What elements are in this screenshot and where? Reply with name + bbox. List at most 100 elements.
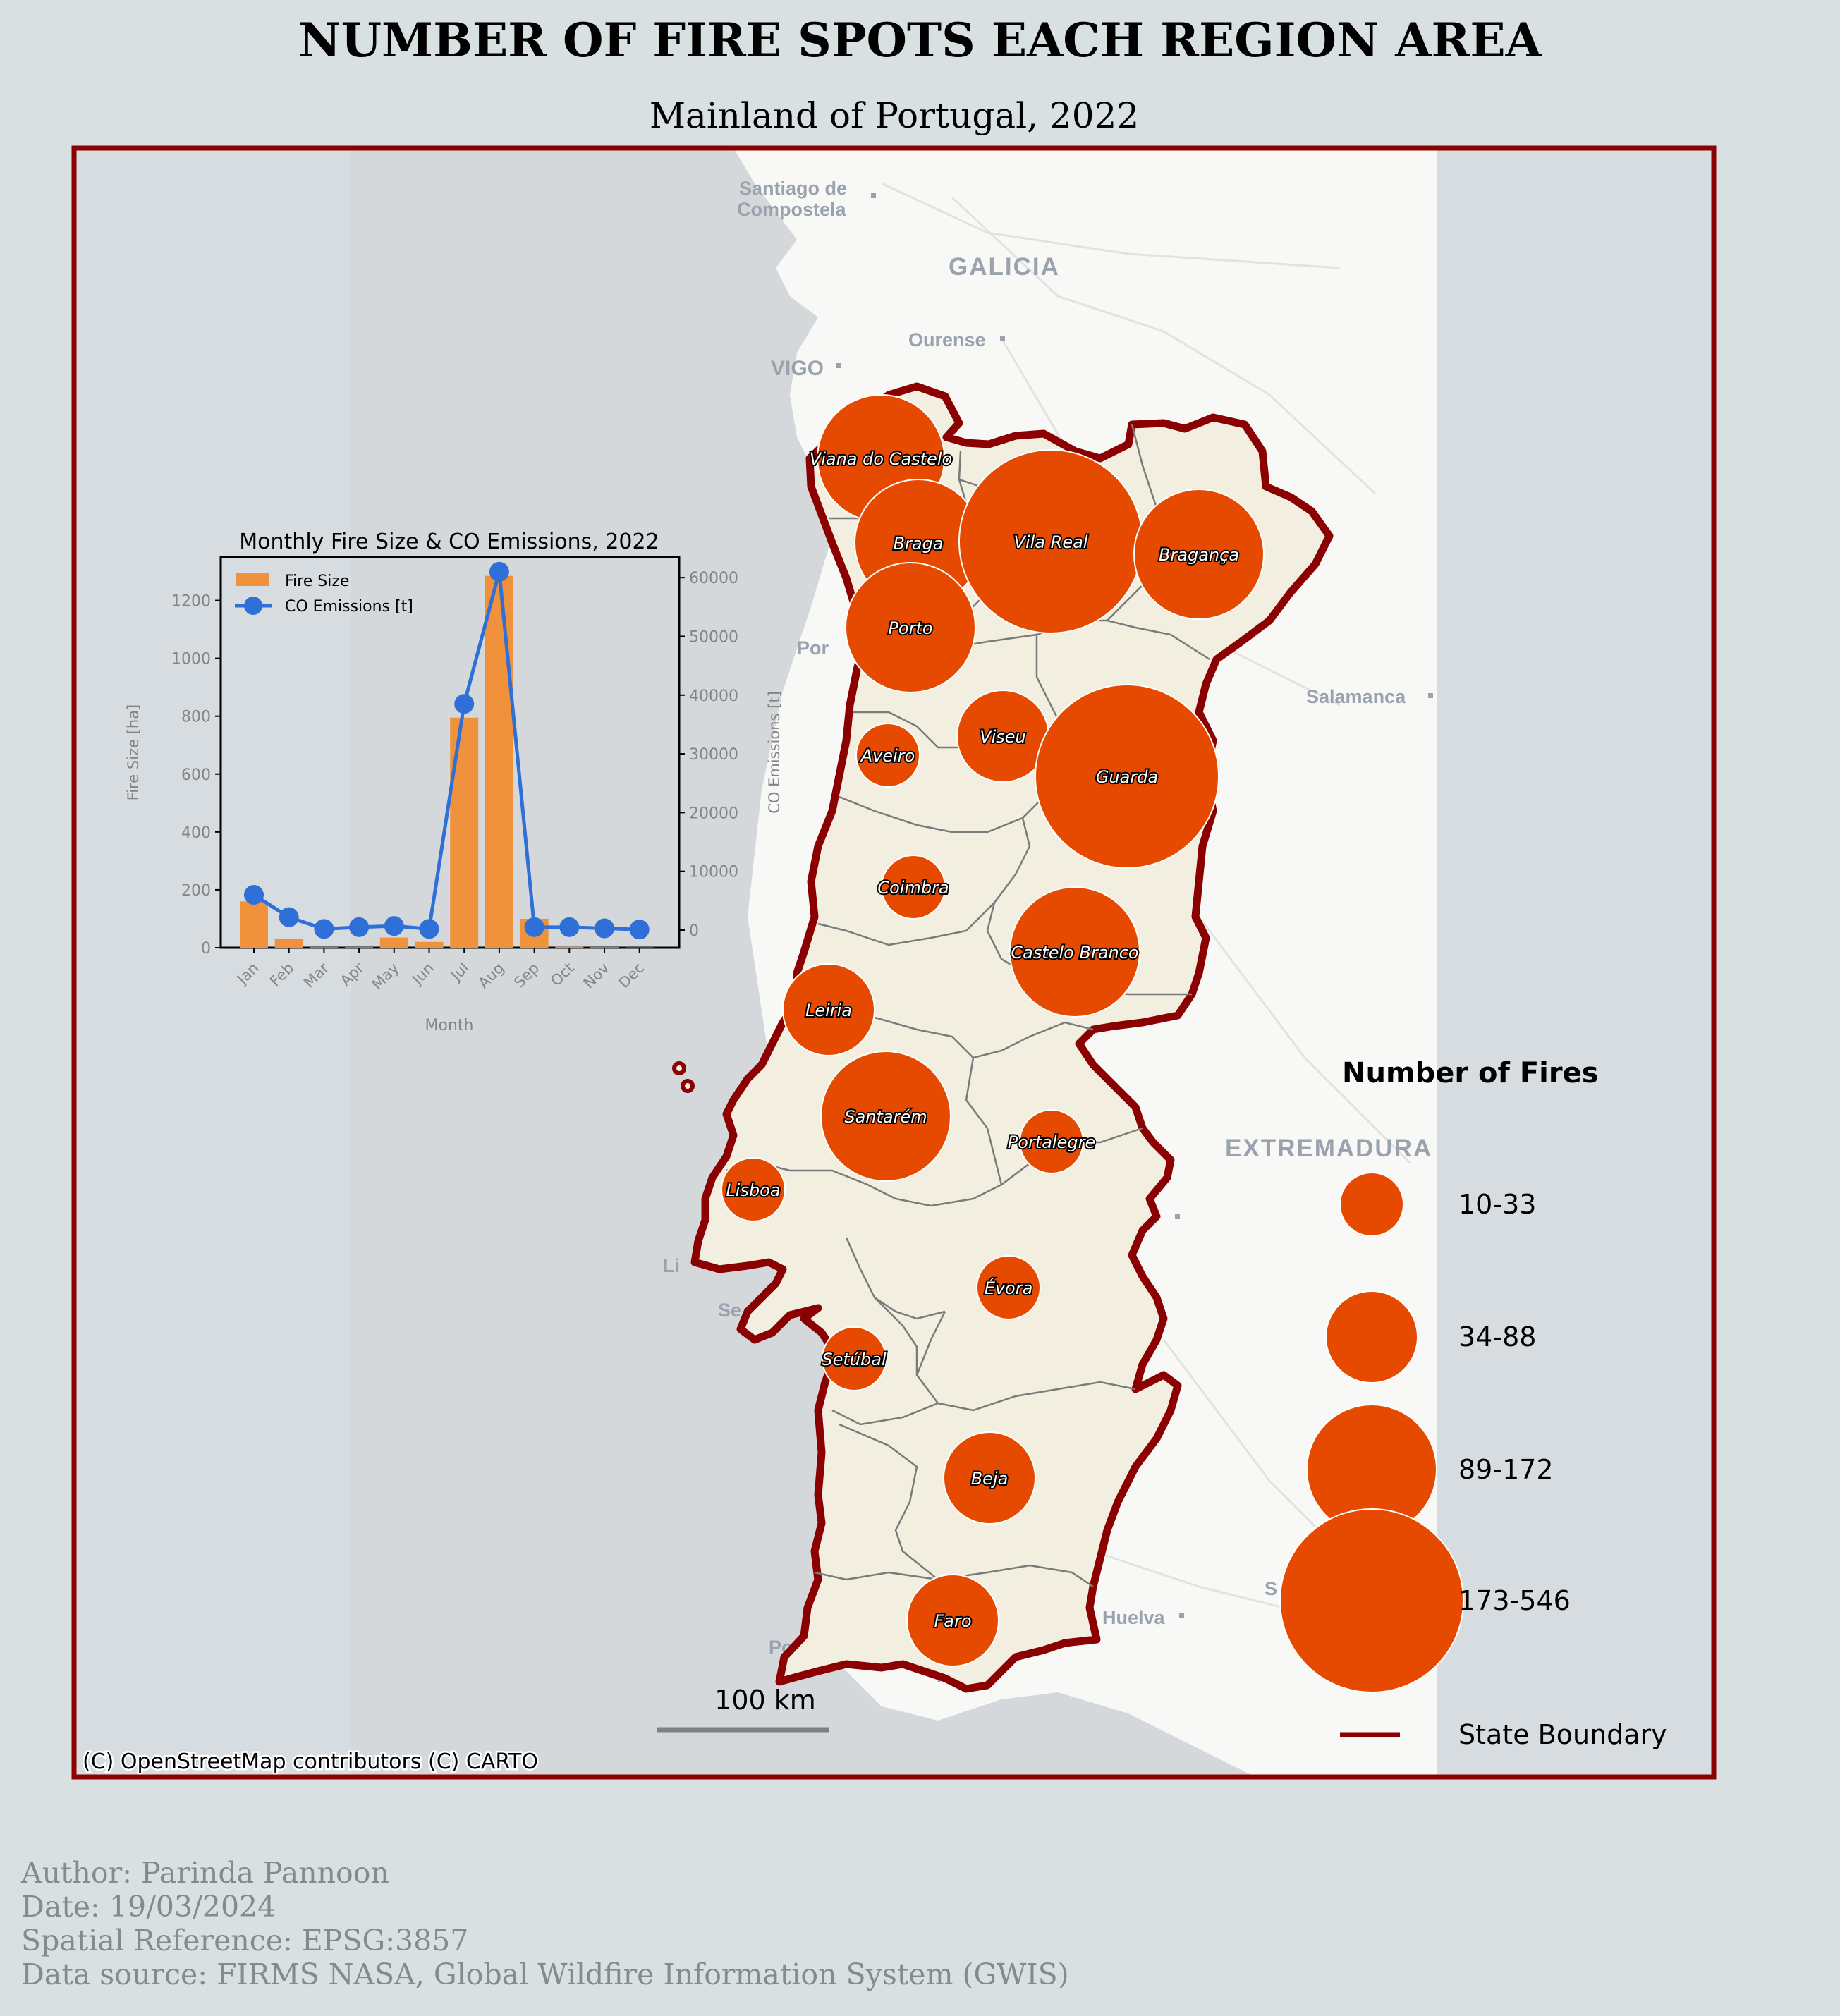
region-bubble-setubal[interactable]: Setúbal — [820, 1326, 888, 1391]
inset-bar-fire-size — [590, 947, 619, 948]
inset-bar-fire-size — [240, 901, 268, 948]
inset-y2-axis-label: CO Emissions [t] — [766, 691, 783, 814]
region-label: Viana do Castelo — [810, 449, 952, 469]
legend-bubble-small — [1339, 1172, 1404, 1237]
region-bubble-guarda[interactable]: Guarda — [1035, 684, 1219, 869]
city-markers — [836, 193, 1433, 1618]
basemap-label: VIGO — [771, 357, 824, 380]
scale-bar-label: 100 km — [714, 1685, 816, 1716]
legend: Number of Fires 10-33 34-88 89-172 173-5… — [1279, 1057, 1667, 1750]
inset-bar-fire-size — [345, 947, 374, 948]
inset-y2-tick-label: 10000 — [689, 864, 738, 881]
inset-line-marker — [629, 920, 650, 940]
inset-line-marker — [384, 916, 404, 936]
region-label: Beja — [971, 1469, 1009, 1489]
figure-title: NUMBER OF FIRE SPOTS EACH REGION AREA — [298, 13, 1542, 68]
fire-map: Santiago de Compostela GALICIA Ourense V… — [71, 145, 1717, 1780]
region-bubble-faro[interactable]: Faro — [906, 1574, 999, 1667]
basemap-label: EXTREMADURA — [1225, 1135, 1432, 1162]
region-bubble-leiria[interactable]: Leiria — [782, 963, 875, 1056]
region-label: Castelo Branco — [1011, 943, 1138, 963]
inset-y-axis-label: Fire Size [ha] — [125, 704, 142, 801]
inset-line-marker — [595, 918, 614, 939]
region-bubble-porto[interactable]: Porto — [845, 562, 976, 693]
legend-label: 10-33 — [1458, 1189, 1536, 1220]
inset-y2-tick-label: 40000 — [689, 688, 738, 705]
inset-y-tick-label: 0 — [201, 940, 211, 958]
region-bubble-lisboa[interactable]: Lisboa — [721, 1157, 786, 1222]
inset-x-axis-label: Month — [425, 1017, 474, 1034]
basemap-label: Compostela — [737, 199, 847, 220]
region-bubble-coimbra[interactable]: Coimbra — [876, 855, 951, 920]
footer-author: Author: Parinda Pannoon — [21, 1856, 389, 1890]
region-label: Porto — [888, 618, 932, 638]
inset-y-tick-label: 200 — [181, 882, 211, 900]
inset-line-marker — [489, 561, 509, 582]
legend-item: 34-88 — [1325, 1290, 1536, 1383]
inset-line-marker — [419, 919, 439, 939]
region-label: Portalegre — [1008, 1132, 1095, 1152]
legend-label: 89-172 — [1458, 1454, 1554, 1485]
footer-date: Date: 19/03/2024 — [21, 1890, 276, 1924]
inset-line-marker — [314, 919, 334, 939]
attribution: (C) OpenStreetMap contributors (C) CARTO — [83, 1749, 538, 1774]
region-bubble-santarem[interactable]: Santarém — [820, 1051, 951, 1182]
inset-legend-line-marker — [244, 597, 262, 615]
region-label: Coimbra — [877, 878, 949, 898]
inset-bar-fire-size — [450, 717, 479, 948]
berlengas-island — [672, 1061, 686, 1075]
inset-legend-bar-swatch — [236, 573, 269, 586]
inset-y-tick-label: 1200 — [171, 593, 211, 611]
region-bubble-evora[interactable]: Évora — [976, 1255, 1041, 1320]
inset-line-marker — [559, 917, 580, 937]
legend-title: Number of Fires — [1342, 1057, 1599, 1089]
basemap-label: S — [1265, 1578, 1277, 1599]
inset-y2-tick-label: 30000 — [689, 746, 738, 764]
region-bubble-aveiro[interactable]: Aveiro — [855, 723, 920, 788]
ocean-left-area — [74, 148, 351, 1777]
inset-legend-label: CO Emissions [t] — [285, 598, 413, 616]
legend-label: 34-88 — [1458, 1321, 1536, 1352]
legend-item: State Boundary — [1340, 1719, 1667, 1750]
legend-item: 173-546 — [1279, 1508, 1571, 1693]
region-bubble-beja[interactable]: Beja — [943, 1431, 1036, 1525]
basemap-label: Se — [718, 1300, 741, 1321]
footer-crs: Spatial Reference: EPSG:3857 — [21, 1924, 469, 1957]
inset-bar-fire-size — [379, 937, 408, 948]
basemap-label: Salamanca — [1306, 686, 1406, 707]
scale-bar: 100 km — [657, 1685, 829, 1733]
region-bubble-vila-real[interactable]: Vila Real — [958, 449, 1143, 634]
legend-bubble-xlarge — [1279, 1508, 1464, 1693]
region-label: Setúbal — [822, 1350, 887, 1369]
inset-line-marker — [524, 917, 544, 937]
inset-bar-fire-size — [485, 575, 513, 948]
region-label: Bragança — [1159, 545, 1239, 565]
inset-bar-fire-size — [310, 947, 339, 948]
legend-bubble-medium — [1325, 1290, 1418, 1383]
inset-y-tick-label: 1000 — [171, 651, 211, 668]
inset-line-marker — [454, 694, 475, 714]
inset-y-tick-label: 400 — [181, 824, 211, 842]
legend-item: 10-33 — [1339, 1172, 1536, 1237]
map-frame — [71, 145, 1717, 1780]
inset-y2-tick-label: 60000 — [689, 570, 738, 587]
legend-label: State Boundary — [1458, 1719, 1667, 1750]
basemap-label: Ourense — [908, 329, 986, 350]
region-bubble-portalegre[interactable]: Portalegre — [1006, 1109, 1097, 1174]
footer-credits: Author: Parinda Pannoon Date: 19/03/2024… — [21, 1856, 1069, 1991]
region-bubble-castelo-branco[interactable]: Castelo Branco — [1009, 886, 1140, 1018]
legend-label: 173-546 — [1458, 1585, 1571, 1616]
berlengas-island — [681, 1079, 695, 1093]
region-bubble-viseu[interactable]: Viseu — [956, 690, 1049, 783]
region-label: Lisboa — [726, 1180, 780, 1200]
inset-line-marker — [244, 885, 264, 905]
region-label: Faro — [934, 1611, 971, 1631]
region-bubble-braganca[interactable]: Bragança — [1133, 489, 1265, 620]
inset-line-marker — [349, 917, 370, 937]
right-margin — [1437, 148, 1714, 1777]
inset-line-marker — [279, 907, 299, 927]
region-label: Leiria — [805, 1001, 852, 1020]
region-label: Évora — [985, 1278, 1033, 1298]
inset-chart-plot-area — [219, 556, 681, 949]
inset-legend: Fire Size CO Emissions [t] — [235, 573, 413, 616]
